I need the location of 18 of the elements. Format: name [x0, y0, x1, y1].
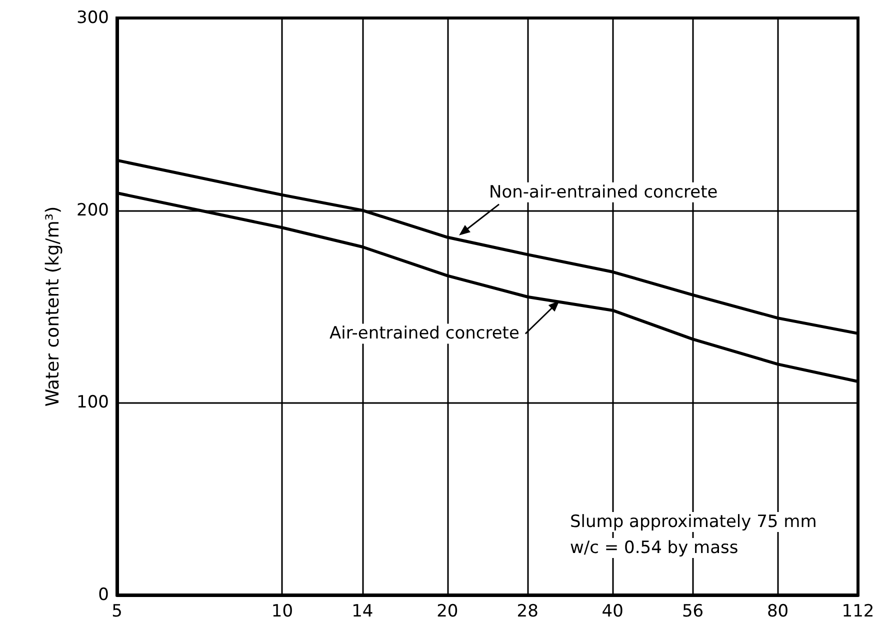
annotation: Air-entrained concrete	[330, 324, 520, 344]
y-tick-label: 0	[98, 585, 109, 605]
x-tick-label: 14	[352, 602, 374, 622]
annotation: w/c = 0.54 by mass	[570, 538, 738, 558]
x-tick-label: 10	[271, 602, 294, 622]
x-tick-label: 28	[516, 602, 538, 622]
annotation: Non-air-entrained concrete	[489, 182, 718, 202]
x-tick-label: 56	[682, 602, 704, 622]
y-axis-title: Water content (kg/m³)	[42, 206, 64, 407]
x-tick-label: 80	[766, 602, 789, 622]
y-tick-label: 200	[76, 200, 109, 220]
x-tick-label: 112	[842, 602, 874, 622]
annotation: Slump approximately 75 mm	[570, 512, 817, 532]
y-tick-label: 300	[76, 8, 109, 28]
x-tick-label: 40	[602, 602, 624, 622]
x-tick-label: 20	[436, 602, 458, 622]
y-tick-label: 100	[76, 392, 109, 413]
x-tick-label: 5	[112, 602, 122, 622]
